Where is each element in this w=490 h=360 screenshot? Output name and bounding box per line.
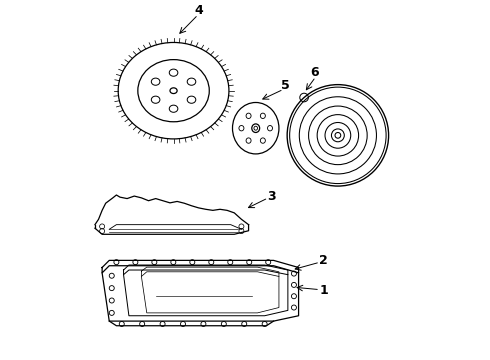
Text: 4: 4 xyxy=(194,4,203,17)
Text: 2: 2 xyxy=(319,254,328,267)
Text: 3: 3 xyxy=(268,190,276,203)
Text: 1: 1 xyxy=(319,284,328,297)
Text: 5: 5 xyxy=(281,79,290,92)
Text: 6: 6 xyxy=(310,66,319,79)
